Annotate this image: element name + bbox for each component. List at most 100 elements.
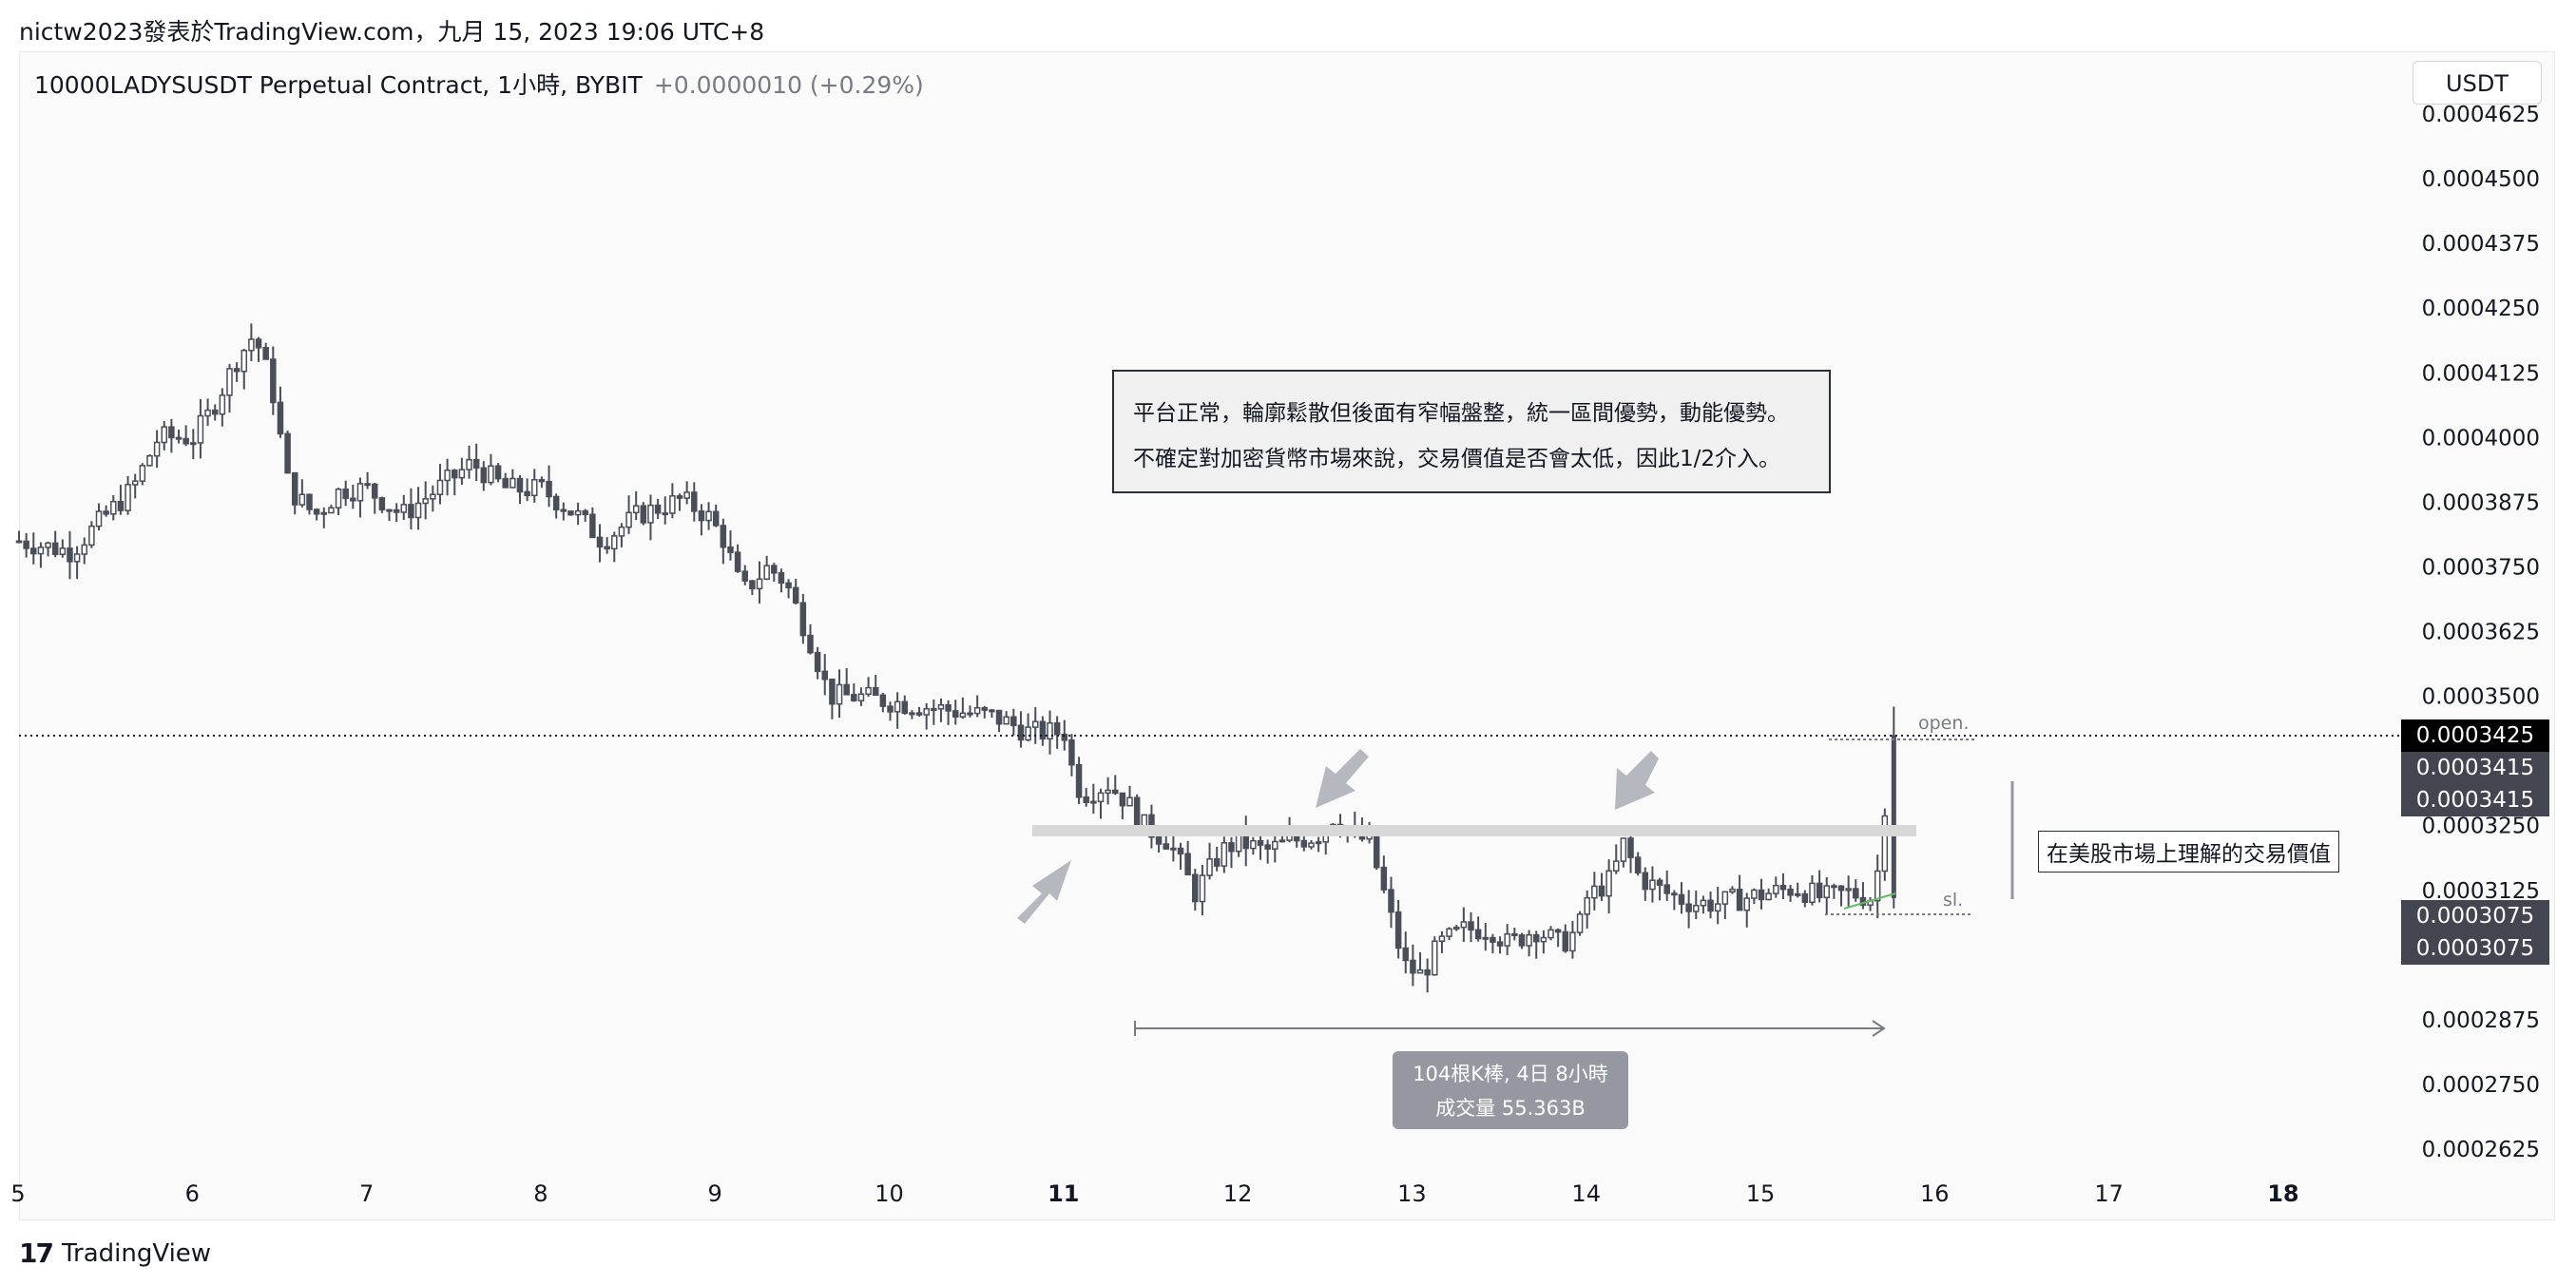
candle-body <box>488 465 494 484</box>
measure-volume-label: 成交量 55.363B <box>1435 1097 1586 1120</box>
x-tick-label: 10 <box>875 1180 904 1207</box>
candle-body <box>161 426 167 444</box>
candle-body <box>1881 815 1889 873</box>
x-tick-label: 12 <box>1223 1180 1253 1207</box>
candle-body <box>1678 893 1685 905</box>
candle-body <box>30 547 37 555</box>
candle-body <box>350 497 356 502</box>
resistance-zone[interactable] <box>1032 825 1916 836</box>
candle-body <box>1584 896 1590 915</box>
sl-label: sl. <box>1943 890 1964 911</box>
y-tick-label: 0.0003250 <box>2422 815 2540 839</box>
x-tick-label: 8 <box>533 1180 548 1207</box>
candle-body <box>103 510 109 515</box>
candle-body <box>720 525 727 548</box>
candle-body <box>1032 720 1039 728</box>
candle-body <box>1809 882 1816 904</box>
candle-body <box>466 458 472 470</box>
note-line-2: 不確定對加密貨幣市場來說，交易價值是否會太低，因此1/2介入。 <box>1133 447 1781 471</box>
candle-body <box>1053 721 1061 736</box>
y-tick-label: 0.0004000 <box>2422 426 2540 451</box>
currency-button[interactable]: USDT <box>2413 61 2542 105</box>
candle-body <box>1598 885 1605 897</box>
candle-body <box>640 505 647 524</box>
y-tick-label: 0.0003750 <box>2422 555 2540 580</box>
candle-body <box>356 483 364 502</box>
candle-body <box>981 707 989 711</box>
candle-body <box>1837 885 1845 892</box>
us-value-label[interactable]: 在美股市場上理解的交易價值 <box>2038 831 2339 873</box>
arrow-down-left-2[interactable] <box>1615 751 1659 810</box>
candle-body <box>1097 792 1105 803</box>
candle-body <box>81 544 87 555</box>
candle-body <box>807 634 814 654</box>
candle-body <box>1184 853 1191 876</box>
candle-body <box>1511 932 1518 936</box>
candle-body <box>335 488 342 509</box>
y-tick-label: 0.0004375 <box>2422 232 2540 257</box>
candle-body <box>1257 839 1264 846</box>
candle-body <box>857 693 865 701</box>
candle-body <box>110 500 117 515</box>
candle-body <box>1526 933 1532 947</box>
candle-body <box>1315 841 1322 845</box>
candle-body <box>1061 734 1068 741</box>
candle-body <box>589 513 596 539</box>
candle-body <box>937 703 945 710</box>
candle-body <box>741 570 748 582</box>
breakout-candle-body <box>1891 735 1896 898</box>
range-measure-arrowhead <box>1872 1020 1886 1037</box>
candle-body <box>546 480 552 498</box>
candle-body <box>371 483 378 499</box>
candle-body <box>1729 888 1736 893</box>
candle-body <box>1119 792 1126 807</box>
candle-body <box>197 414 204 444</box>
candle-body <box>1416 969 1424 974</box>
candle-body <box>1068 739 1075 766</box>
candle-body <box>51 542 59 556</box>
candle-body <box>1693 904 1700 912</box>
candle-body <box>1213 858 1221 867</box>
candle-body <box>872 686 879 697</box>
candle-body <box>88 525 95 547</box>
candle-body <box>1634 856 1642 874</box>
candle-body <box>139 465 146 482</box>
candle-body <box>1424 969 1431 976</box>
chart-frame[interactable] <box>19 51 2555 1220</box>
candle-body <box>458 469 466 479</box>
candle-body <box>183 437 189 445</box>
candle-body <box>785 582 792 589</box>
range-measure-box[interactable]: 104根K棒, 4日 8小時 成交量 55.363B <box>1393 1051 1628 1129</box>
candle-body <box>1163 843 1169 850</box>
candle-body <box>1490 936 1496 943</box>
candle-body <box>560 508 567 512</box>
candle-body <box>1743 897 1750 911</box>
candle-body <box>1845 888 1852 892</box>
strategy-note[interactable]: 平台正常，輪廓鬆散但後面有窄幅盤整，統一區間優勢，動能優勢。 不確定對加密貨幣市… <box>1112 370 1831 493</box>
candle-body <box>1823 885 1830 899</box>
candle-body <box>95 510 103 527</box>
y-axis: 0.0004625 0.0004500 0.0004375 0.0004250 0.00… <box>2422 103 2540 1162</box>
candle-body <box>277 401 284 435</box>
candle-body <box>125 484 131 511</box>
y-tick-label: 0.0004125 <box>2422 361 2540 386</box>
candle-body <box>393 508 400 513</box>
candle-body <box>1831 885 1837 889</box>
footer-brand[interactable]: 17 TradingView <box>19 1237 211 1269</box>
candle-body <box>146 454 153 467</box>
candle-body <box>240 349 248 373</box>
candle-body <box>712 510 720 527</box>
candle-body <box>1816 882 1823 899</box>
candle-body <box>15 540 23 544</box>
candle-body <box>691 491 698 512</box>
candle-body <box>1562 930 1569 952</box>
candle-body <box>73 553 81 563</box>
arrow-down-left-1[interactable] <box>1316 749 1369 808</box>
arrow-up-right[interactable] <box>1017 860 1071 924</box>
candle-body <box>516 477 524 493</box>
note-line-1: 平台正常，輪廓鬆散但後面有窄幅盤整，統一區間優勢，動能優勢。 <box>1133 401 1789 426</box>
candle-body <box>190 442 197 446</box>
candle-body <box>1707 899 1714 912</box>
candle-body <box>1380 866 1388 891</box>
